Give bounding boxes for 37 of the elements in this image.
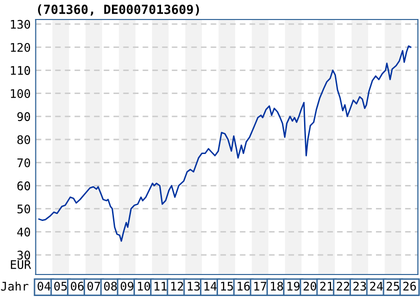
line-series [38, 45, 412, 242]
y-tick-label: 30 [17, 250, 30, 260]
x-tick-label: 19 [288, 282, 300, 291]
y-tick-label: 130 [10, 20, 30, 29]
x-tick-label: 22 [336, 282, 350, 290]
x-tick-label: 06 [70, 282, 84, 291]
x-tick-label: 20 [304, 282, 316, 291]
x-tick-label: 07 [87, 282, 100, 291]
x-tick-label: 18 [270, 282, 283, 291]
x-tick-label: 23 [353, 282, 366, 291]
x-tick-label: 05 [54, 282, 67, 291]
y-tick-label: 60 [17, 181, 30, 190]
x-tick-label: 10 [138, 282, 150, 291]
x-tick-label: 17 [254, 282, 266, 290]
y-tick-label: 100 [10, 89, 30, 98]
y-axis-title: EUR [10, 260, 32, 270]
y-tick-label: 70 [17, 158, 30, 168]
x-tick-label: 04 [38, 282, 51, 291]
chart-title: (701360, DE0007013609) [38, 4, 199, 16]
y-tick-label: 110 [10, 66, 30, 75]
y-tick-label: 80 [17, 135, 30, 144]
y-tick-label: 120 [10, 42, 30, 52]
x-tick-label: 15 [221, 282, 233, 291]
x-tick-label: 26 [403, 282, 416, 291]
y-tick-label: 90 [17, 112, 30, 122]
x-tick-label: 08 [104, 282, 117, 291]
x-tick-label: 16 [238, 282, 250, 291]
x-tick-label: 24 [370, 282, 383, 290]
x-tick-label: 25 [386, 282, 400, 291]
x-axis-title: Jahr [1, 282, 28, 291]
x-tick-label: 13 [188, 282, 200, 291]
y-tick-label: 50 [17, 204, 30, 214]
x-tick-label: 21 [320, 282, 333, 290]
y-tick-label: 40 [17, 228, 30, 236]
x-tick-label: 11 [154, 282, 167, 290]
x-tick-label: 09 [120, 282, 134, 291]
x-tick-label: 12 [171, 282, 184, 290]
